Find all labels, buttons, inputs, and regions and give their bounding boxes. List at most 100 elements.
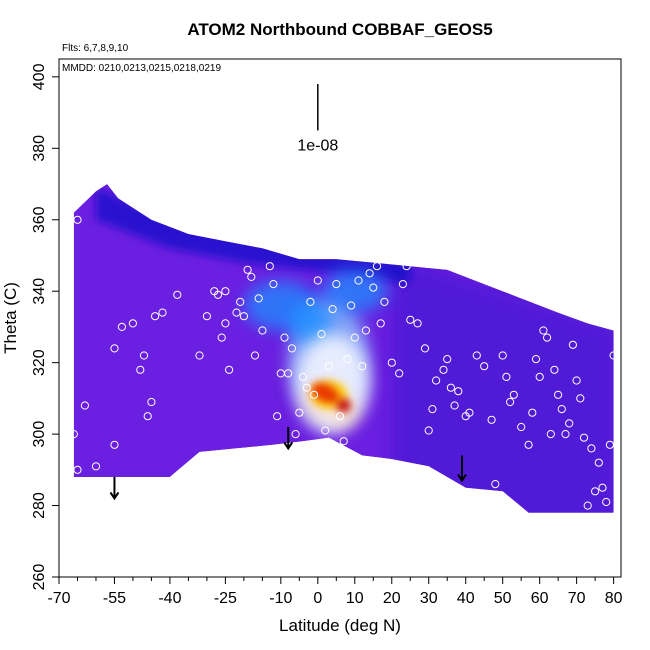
sample-point (284, 369, 293, 378)
x-tick-label: -25 (214, 590, 237, 607)
sample-point (80, 401, 90, 410)
chart-title: ATOM2 Northbound COBBAF_GEOS5 (187, 20, 492, 39)
sample-point (173, 290, 182, 299)
sample-point (380, 297, 389, 306)
sample-point (554, 390, 563, 399)
sample-point (287, 344, 296, 353)
scale-annotation: 1e-08 (297, 84, 338, 154)
x-axis-label: Latitude (deg N) (279, 616, 401, 635)
sample-point (557, 405, 566, 414)
x-axis: -70 -55 -40 -25 -10 0 10 20 30 40 50 60 70 80 (47, 576, 623, 607)
dates-note: MMDD: 0210,0213,0215,0218,0219 (62, 63, 221, 74)
sample-point (583, 501, 592, 510)
sample-point (280, 333, 289, 342)
sample-point (66, 465, 75, 474)
sample-point (443, 355, 452, 364)
y-axis: 260 280 300 320 340 360 380 400 (31, 63, 60, 590)
sample-point (306, 297, 315, 306)
sample-point (221, 319, 230, 328)
sample-point (587, 444, 596, 453)
x-tick-label: 50 (494, 590, 512, 607)
sample-points (62, 215, 618, 510)
x-tick-label: -10 (269, 590, 292, 607)
y-tick-label: 320 (31, 349, 48, 376)
sample-point (221, 287, 230, 296)
x-tick-label: 30 (420, 590, 438, 607)
sample-point (324, 362, 333, 371)
sample-point (446, 383, 455, 392)
sample-point (110, 440, 119, 449)
sample-point (402, 262, 411, 271)
sample-point (302, 383, 311, 392)
sample-point (247, 272, 256, 281)
sample-point (236, 297, 245, 306)
sample-point (509, 390, 518, 399)
sample-point (395, 369, 404, 378)
sample-point (343, 355, 352, 364)
sample-point (328, 305, 337, 314)
sample-point (273, 412, 282, 421)
sample-point (73, 465, 82, 474)
sample-point (136, 365, 145, 374)
y-tick-label: 380 (31, 135, 48, 162)
sample-point (387, 358, 396, 367)
sample-point (295, 408, 304, 417)
sample-point (439, 365, 448, 374)
sample-point (546, 430, 555, 439)
sample-point (195, 351, 204, 360)
sample-point (143, 412, 152, 421)
sample-point (243, 265, 252, 274)
sample-point (239, 312, 248, 321)
sample-point (594, 458, 603, 467)
sample-point (139, 351, 149, 360)
field-peak (311, 382, 340, 404)
sample-point (428, 405, 437, 414)
field-max (336, 398, 352, 413)
sample-point (487, 415, 496, 424)
sample-point (350, 333, 359, 342)
sample-point (413, 319, 422, 328)
flights-note: Flts: 6,7,8,9,10 (62, 43, 129, 54)
sample-point (147, 397, 156, 407)
sample-point (406, 315, 415, 324)
sample-point (472, 351, 481, 360)
sample-point (454, 387, 463, 396)
sample-point (213, 290, 223, 299)
sample-point (572, 376, 581, 385)
sample-point (550, 365, 559, 374)
x-tick-label: 10 (346, 590, 364, 607)
sample-point (568, 340, 578, 349)
sample-point (232, 308, 241, 317)
sample-point (339, 437, 348, 446)
x-tick-label: 60 (531, 590, 549, 607)
sample-point (579, 433, 589, 442)
sample-point (605, 440, 615, 449)
sample-point (151, 312, 160, 321)
sample-point (250, 351, 260, 360)
sample-point (591, 487, 600, 496)
field-upper-band (95, 187, 411, 285)
sample-point (376, 319, 385, 328)
x-tick-label: 40 (457, 590, 475, 607)
down-arrow-0 (109, 476, 120, 501)
x-tick-label: 20 (383, 590, 401, 607)
sample-point (535, 372, 544, 381)
sample-point (265, 262, 274, 271)
x-tick-label: 0 (313, 590, 322, 607)
field-blob-5 (288, 301, 333, 345)
sample-point (321, 426, 330, 435)
sample-point (310, 390, 319, 399)
sample-point (110, 344, 119, 353)
sample-point (291, 430, 300, 439)
sample-point (128, 319, 137, 328)
y-tick-label: 300 (31, 421, 48, 448)
sample-point (347, 301, 356, 310)
sample-point (424, 426, 433, 435)
sample-point (450, 401, 459, 410)
sample-point (543, 333, 552, 342)
sample-point (372, 262, 382, 271)
y-tick-label: 400 (31, 63, 48, 90)
sample-point (502, 372, 511, 381)
sample-point (354, 276, 363, 285)
